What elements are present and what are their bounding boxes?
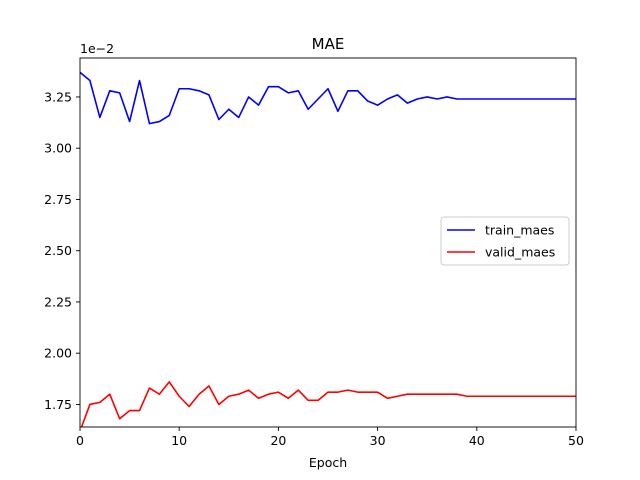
x-tick-label: 10 [171, 433, 187, 448]
y-offset-label: 1e−2 [80, 41, 114, 56]
y-tick-label: 2.75 [44, 192, 72, 207]
legend: train_maes valid_maes [440, 216, 570, 266]
x-tick-label: 20 [270, 433, 286, 448]
series-line-valid-maes [80, 381, 576, 427]
x-tick-label: 40 [469, 433, 485, 448]
y-tick-label: 2.25 [44, 294, 72, 309]
y-tick-label: 2.00 [44, 346, 72, 361]
axes-layer: 0 10 20 30 40 50 1.75 2.00 2.25 2.50 2.75 3.00 3.25 [44, 57, 584, 448]
plot-frame [79, 57, 577, 428]
series-layer [80, 71, 576, 427]
y-tick-label: 2.50 [44, 243, 72, 258]
y-tick-label: 1.75 [44, 397, 72, 412]
y-tick-label: 3.25 [44, 89, 72, 104]
series-line-train-maes [80, 71, 576, 125]
x-tick-label: 50 [568, 433, 584, 448]
x-tick-label: 0 [76, 433, 84, 448]
x-tick-label: 30 [370, 433, 386, 448]
chart-title: MAE [312, 35, 345, 53]
y-tick-label: 3.00 [44, 141, 72, 156]
x-axis-label: Epoch [309, 455, 347, 470]
legend-label-valid-maes: valid_maes [485, 245, 555, 260]
legend-label-train-maes: train_maes [485, 223, 554, 238]
legend-box [440, 216, 570, 266]
